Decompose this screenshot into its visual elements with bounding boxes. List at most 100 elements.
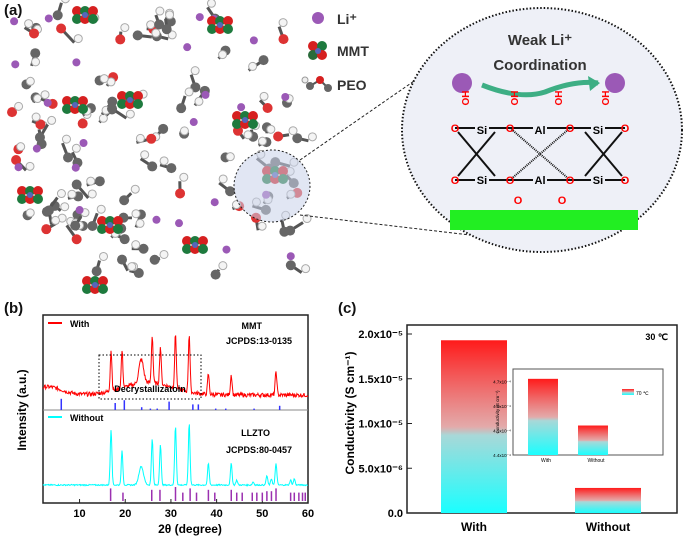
conductivity-chart: Conductivity (S cm⁻¹) 30 ℃ 0.0 5.0x10⁻⁶ 1.… (343, 324, 678, 534)
y-tick-label: 1.5x10⁻⁵ (358, 374, 403, 386)
hydrogen-atom (25, 76, 35, 86)
x-category-label: With (461, 520, 487, 534)
hydrogen-atom (99, 251, 109, 261)
peo-atom (71, 179, 82, 190)
hydrogen-atom (140, 150, 150, 160)
mmt-atom (133, 91, 143, 101)
mmt-atom (62, 104, 72, 114)
hydrogen-atom (190, 66, 200, 76)
peo-atom (146, 133, 157, 144)
inset-legend-text: 70 ℃ (636, 391, 649, 397)
y-tick-label: 5.0x10⁻⁶ (358, 463, 403, 475)
peo-atom (262, 103, 273, 114)
hydrogen-atom (61, 0, 70, 4)
li-ion (183, 43, 192, 52)
peo-atom (147, 161, 158, 172)
temperature-label: 30 ℃ (645, 332, 668, 342)
inset-x-label: With (541, 458, 551, 464)
li-ion (14, 163, 23, 172)
peo-atom (29, 28, 40, 39)
mmt-ref-name: MMT (242, 321, 263, 331)
legend-with-text: With (70, 319, 89, 329)
hydrogen-atom (47, 115, 57, 125)
peo-atom (43, 205, 54, 216)
legend-peo-text: PEO (337, 77, 367, 93)
hydrogen-atom (218, 174, 228, 184)
li-ion (43, 98, 52, 107)
peo-atom (210, 269, 221, 280)
silicon-atom: Si (477, 175, 487, 187)
mmt-atom (223, 24, 233, 34)
bond (509, 127, 571, 181)
zoom-line-bottom (299, 214, 471, 236)
silicon-atom: Si (477, 125, 487, 137)
mmt-atom (232, 119, 242, 129)
x-tick-label: 60 (302, 508, 314, 520)
peo-atom (138, 243, 149, 254)
x-tick-label: 50 (256, 508, 268, 520)
li-ion (71, 163, 80, 172)
llzto-ref-card: JCPDS:80-0457 (226, 445, 292, 455)
oxygen-atom: O (621, 175, 630, 187)
plot-frame (406, 324, 678, 514)
li-ion (237, 103, 246, 112)
x-tick-label: 40 (210, 508, 222, 520)
inset-x-label: Without (588, 458, 606, 464)
hydrogen-atom (25, 161, 35, 171)
hydrogen-atom (99, 74, 109, 84)
peo-atom (158, 123, 169, 134)
mmt-atom (117, 99, 127, 109)
hydrogen-atom (278, 18, 288, 28)
hydrogen-atom (86, 176, 96, 186)
hydrogen-atom (218, 50, 228, 60)
aluminum-atom: Al (535, 125, 546, 137)
peo-atom (91, 266, 102, 277)
hydrogen-atom (51, 215, 61, 225)
mmt-atom (232, 111, 242, 121)
peo-atom (30, 48, 41, 59)
mmt-atom (78, 104, 88, 114)
li-ion (72, 58, 81, 67)
hydrogen-atom (248, 61, 258, 71)
mmt-atom (78, 96, 88, 106)
hydrogen-atom (179, 172, 189, 182)
bond (509, 127, 571, 181)
hydrogen-atom (243, 130, 253, 140)
panel-c-label: (c) (338, 300, 357, 317)
hydrogen-atom (131, 240, 141, 250)
y-axis-label: Conductivity (S cm⁻¹) (343, 351, 357, 474)
inset-chart: 4.4x10⁻⁴ 4.5x10⁻⁴ 4.6x10⁻⁴ 4.7x10⁻⁴ Conducti… (493, 368, 664, 464)
hydrogen-atom (257, 136, 267, 146)
mmt-center (242, 117, 248, 123)
mmt-atom (33, 194, 43, 204)
zoom-title-2: Coordination (493, 57, 586, 74)
peo-atom (285, 225, 296, 236)
li-ion (44, 14, 53, 23)
li-ion (286, 252, 295, 261)
y-tick-label: 0.0 (388, 508, 403, 520)
peo-atom (63, 152, 74, 163)
peo-mmt-composite-render (7, 0, 317, 294)
peo-atom (273, 131, 284, 142)
mmt-atom (62, 96, 72, 106)
panel-a-illustration: Weak Li⁺ Coordination SiSiAlAlSiSiOOOOOO… (7, 0, 683, 294)
li-ion (152, 215, 161, 224)
li-ion (281, 92, 290, 101)
li-ion (189, 118, 198, 127)
peo-atom (56, 23, 67, 34)
peo-atom (161, 24, 172, 35)
peo-atom (52, 10, 63, 21)
inset-y-tick-label: 4.5x10⁻⁴ (493, 428, 511, 433)
li-ion (195, 13, 204, 22)
panel-b-label: (b) (4, 300, 24, 317)
peo-atom (154, 19, 165, 30)
mmt-atom (113, 216, 123, 226)
hydrogen-atom (151, 28, 161, 38)
hydrogen-atom (60, 202, 70, 212)
li-ion (175, 219, 184, 228)
oxygen-atom: O (566, 123, 575, 135)
hydrogen-atom (131, 209, 141, 219)
hydrogen-atom (194, 96, 204, 106)
mmt-atom (117, 91, 127, 101)
